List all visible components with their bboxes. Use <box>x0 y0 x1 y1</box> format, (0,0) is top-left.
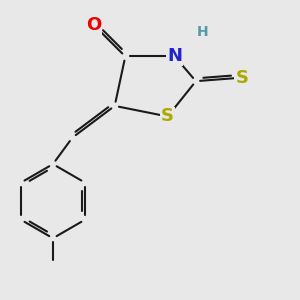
Text: S: S <box>161 107 174 125</box>
Text: S: S <box>235 69 248 87</box>
Text: N: N <box>167 47 182 65</box>
Text: H: H <box>197 25 209 39</box>
Text: O: O <box>86 16 101 34</box>
